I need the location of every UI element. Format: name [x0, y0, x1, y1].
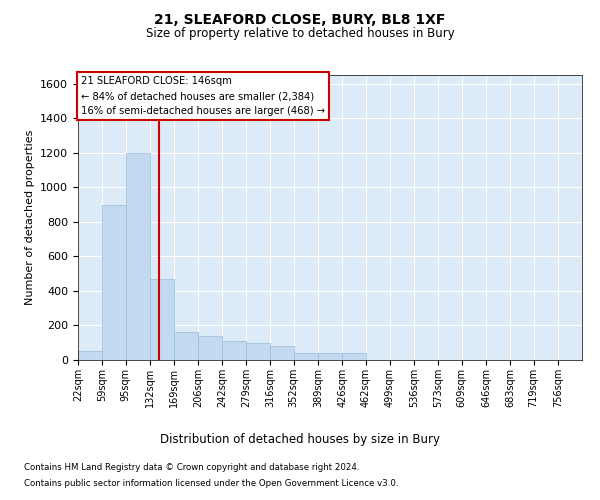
Text: Size of property relative to detached houses in Bury: Size of property relative to detached ho…	[146, 28, 454, 40]
Text: Contains HM Land Registry data © Crown copyright and database right 2024.: Contains HM Land Registry data © Crown c…	[24, 464, 359, 472]
Bar	[102, 204, 126, 360]
Text: Distribution of detached houses by size in Bury: Distribution of detached houses by size …	[160, 432, 440, 446]
Bar	[198, 336, 222, 360]
Bar	[342, 353, 365, 360]
Bar	[246, 342, 270, 360]
Bar	[78, 352, 102, 360]
Bar	[318, 353, 342, 360]
Y-axis label: Number of detached properties: Number of detached properties	[25, 130, 35, 305]
Text: 21 SLEAFORD CLOSE: 146sqm
← 84% of detached houses are smaller (2,384)
16% of se: 21 SLEAFORD CLOSE: 146sqm ← 84% of detac…	[80, 76, 325, 116]
Bar	[270, 346, 294, 360]
Bar	[126, 152, 150, 360]
Bar	[222, 341, 246, 360]
Text: 21, SLEAFORD CLOSE, BURY, BL8 1XF: 21, SLEAFORD CLOSE, BURY, BL8 1XF	[154, 12, 446, 26]
Bar	[150, 279, 174, 360]
Bar	[174, 332, 198, 360]
Text: Contains public sector information licensed under the Open Government Licence v3: Contains public sector information licen…	[24, 478, 398, 488]
Bar	[294, 353, 318, 360]
